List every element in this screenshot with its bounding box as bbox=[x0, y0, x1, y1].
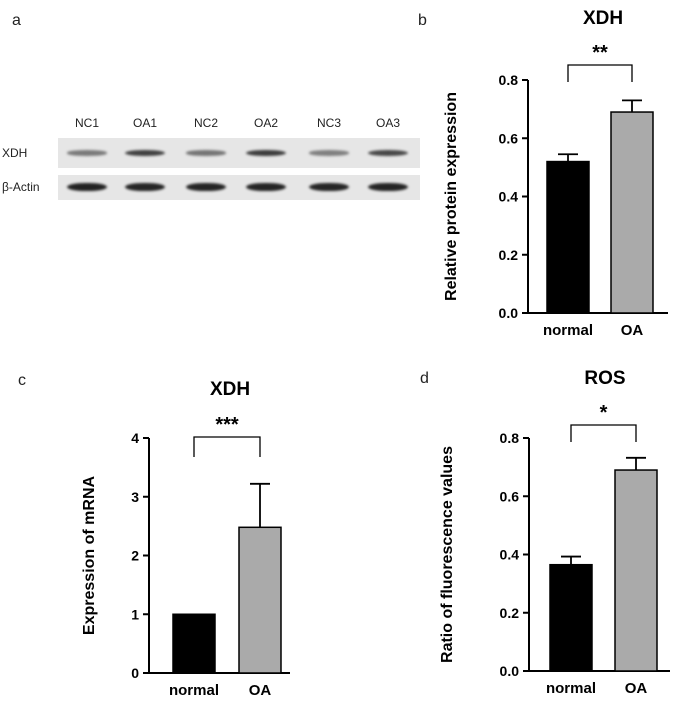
lane-label: OA3 bbox=[375, 116, 401, 130]
panel-b-label: b bbox=[418, 12, 427, 29]
blot-band-actin bbox=[246, 182, 286, 192]
chart-ros-fluorescence: ROS Ratio of fluorescence values 0.0 0.2 0.4… bbox=[439, 368, 670, 697]
y-tick-label: 2 bbox=[131, 548, 139, 564]
significance-label: *** bbox=[215, 414, 239, 436]
y-tick-label: 0.6 bbox=[500, 488, 520, 504]
significance-bracket bbox=[193, 436, 261, 457]
y-tick-label: 3 bbox=[131, 489, 139, 505]
blot-band-xdh bbox=[186, 150, 226, 156]
lane-label: NC1 bbox=[74, 116, 100, 130]
chart-title: XDH bbox=[210, 379, 250, 400]
y-tick-label: 0.4 bbox=[499, 189, 519, 205]
blot-band-actin bbox=[67, 182, 107, 192]
lane-label: OA1 bbox=[132, 116, 158, 130]
y-tick-label: 0.0 bbox=[499, 305, 519, 321]
significance-bracket bbox=[567, 64, 633, 82]
chart-mrna-expression: XDH Expression of mRNA 0 1 2 3 4 normal OA *** bbox=[81, 379, 290, 699]
chart-title: XDH bbox=[583, 8, 623, 29]
significance-label: * bbox=[600, 402, 608, 424]
y-tick-label: 0.0 bbox=[500, 663, 520, 679]
significance-bracket bbox=[570, 424, 637, 442]
bar-normal bbox=[172, 613, 216, 674]
bar-normal bbox=[546, 160, 590, 314]
lane-label: NC2 bbox=[193, 116, 219, 130]
row-label-xdh: XDH bbox=[2, 146, 28, 160]
bar-OA bbox=[614, 469, 658, 672]
lane-label: NC3 bbox=[316, 116, 342, 130]
bar-OA bbox=[610, 111, 654, 314]
y-tick-label: 0.8 bbox=[499, 72, 519, 88]
blot-band-xdh bbox=[125, 149, 165, 157]
x-category-label: OA bbox=[249, 682, 272, 699]
y-tick-label: 0.8 bbox=[500, 430, 520, 446]
row-label-actin: β-Actin bbox=[2, 180, 40, 194]
y-axis-label: Expression of mRNA bbox=[81, 475, 98, 635]
panel-d-label: d bbox=[420, 370, 429, 387]
blot-strip-xdh bbox=[58, 138, 420, 168]
blot-band-actin bbox=[309, 182, 349, 192]
blot-band-xdh bbox=[67, 150, 107, 156]
blot-band-xdh bbox=[246, 149, 286, 157]
y-tick-label: 0 bbox=[131, 665, 139, 681]
blot-band-xdh bbox=[368, 149, 408, 157]
y-tick-label: 4 bbox=[131, 430, 139, 446]
x-category-label: normal bbox=[543, 322, 593, 339]
blot-band-actin bbox=[186, 182, 226, 192]
x-category-label: OA bbox=[625, 680, 648, 697]
blot-band-xdh bbox=[309, 150, 349, 156]
y-axis-label: Relative protein expression bbox=[443, 92, 460, 301]
panel-a-label: a bbox=[12, 12, 21, 29]
panel-c-label: c bbox=[18, 372, 26, 389]
blot-band-actin bbox=[368, 182, 408, 192]
y-tick-label: 0.4 bbox=[500, 547, 520, 563]
y-tick-label: 1 bbox=[131, 606, 139, 622]
x-category-label: normal bbox=[169, 682, 219, 699]
blot-band-actin bbox=[125, 182, 165, 192]
chart-title: ROS bbox=[584, 368, 625, 389]
lane-label: OA2 bbox=[253, 116, 279, 130]
y-tick-label: 0.2 bbox=[499, 247, 519, 263]
x-category-label: OA bbox=[621, 322, 644, 339]
y-tick-label: 0.2 bbox=[500, 605, 520, 621]
y-tick-label: 0.6 bbox=[499, 130, 519, 146]
y-axis-label: Ratio of fluorescence values bbox=[439, 446, 456, 663]
significance-label: ** bbox=[592, 42, 608, 64]
x-category-label: normal bbox=[546, 680, 596, 697]
bar-normal bbox=[549, 563, 593, 672]
blot-strip-actin bbox=[58, 175, 420, 200]
chart-relative-protein-expression: XDH Relative protein expression 0.0 0.2 0.4 0… bbox=[443, 8, 668, 339]
bar-OA bbox=[238, 526, 282, 674]
